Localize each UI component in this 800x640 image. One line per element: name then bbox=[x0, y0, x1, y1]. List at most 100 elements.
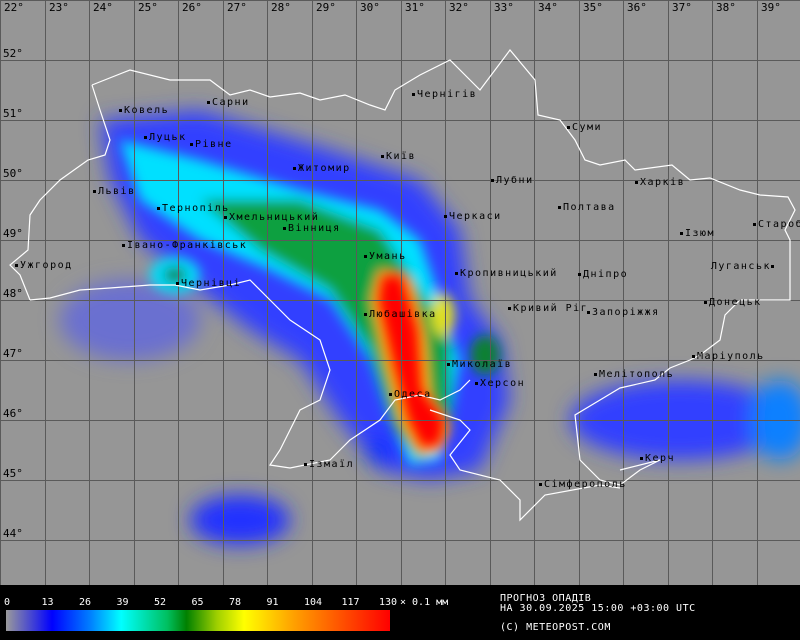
legend-tick: 52 bbox=[154, 597, 167, 608]
longitude-label: 28° bbox=[271, 1, 291, 14]
latitude-label: 46° bbox=[3, 407, 23, 420]
city-marker bbox=[364, 254, 367, 258]
city-marker bbox=[412, 92, 415, 96]
city-name: Луцьк bbox=[149, 132, 187, 143]
latitude-label: 48° bbox=[3, 287, 23, 300]
city-label: Сарни bbox=[207, 98, 250, 108]
city-label: Миколаїв bbox=[447, 360, 512, 370]
city-name: Полтава bbox=[563, 202, 616, 213]
city-label: Хмельницький bbox=[224, 213, 319, 223]
city-label: Львів bbox=[93, 187, 136, 197]
city-marker bbox=[539, 482, 542, 486]
latitude-label: 50° bbox=[3, 167, 23, 180]
forecast-date: НА 30.09.2025 15:00 +03:00 UTC bbox=[500, 603, 696, 614]
longitude-label: 24° bbox=[93, 1, 113, 14]
city-name: Тернопіль bbox=[162, 203, 230, 214]
latitude-label: 52° bbox=[3, 47, 23, 60]
latitude-label: 45° bbox=[3, 467, 23, 480]
city-label: Лубни bbox=[491, 176, 534, 186]
city-marker bbox=[753, 222, 756, 226]
city-marker bbox=[771, 264, 774, 268]
city-marker bbox=[304, 462, 307, 466]
city-label: Рівне bbox=[190, 140, 233, 150]
city-marker bbox=[93, 189, 96, 193]
longitude-label: 37° bbox=[672, 1, 692, 14]
city-label: Староб bbox=[753, 220, 800, 230]
city-label: Ізмаїл bbox=[304, 460, 354, 470]
legend-tick: 104 bbox=[304, 597, 323, 608]
city-marker bbox=[692, 354, 695, 358]
city-name: Дніпро bbox=[583, 269, 629, 280]
city-name: Львів bbox=[98, 186, 136, 197]
legend-tick: 78 bbox=[229, 597, 242, 608]
city-label: Івано-Франківськ bbox=[122, 241, 247, 251]
city-marker bbox=[578, 272, 581, 276]
city-label: Маріуполь bbox=[692, 352, 765, 362]
city-label: Чернігів bbox=[412, 90, 477, 100]
legend-tick: 0 bbox=[4, 597, 11, 608]
legend-tick: 65 bbox=[191, 597, 204, 608]
city-marker bbox=[283, 226, 286, 230]
city-label: Керч bbox=[640, 454, 675, 464]
city-name: Черкаси bbox=[449, 211, 502, 222]
city-name: Вінниця bbox=[288, 223, 341, 234]
city-marker bbox=[680, 231, 683, 235]
color-scale-bar bbox=[6, 610, 390, 631]
latitude-label: 51° bbox=[3, 107, 23, 120]
longitude-label: 32° bbox=[449, 1, 469, 14]
grid bbox=[0, 0, 800, 585]
city-label: Луцьк bbox=[144, 133, 187, 143]
city-label: Київ bbox=[381, 152, 416, 162]
city-marker bbox=[207, 100, 210, 104]
longitude-label: 29° bbox=[316, 1, 336, 14]
city-marker bbox=[15, 263, 18, 267]
map-layer bbox=[0, 0, 800, 585]
city-label: Донецьк bbox=[704, 298, 762, 308]
city-label: Луганськ bbox=[711, 262, 776, 272]
city-marker bbox=[508, 306, 511, 310]
longitude-label: 31° bbox=[405, 1, 425, 14]
city-marker bbox=[119, 108, 122, 112]
city-name: Любашівка bbox=[369, 309, 437, 320]
city-label: Чернівці bbox=[176, 279, 241, 289]
longitude-label: 36° bbox=[627, 1, 647, 14]
longitude-label: 26° bbox=[182, 1, 202, 14]
city-label: Умань bbox=[364, 252, 407, 262]
city-name: Кривий Ріг bbox=[513, 303, 589, 314]
longitude-label: 38° bbox=[716, 1, 736, 14]
city-marker bbox=[587, 310, 590, 314]
city-marker bbox=[640, 456, 643, 460]
city-label: Харків bbox=[635, 178, 685, 188]
map-area: 22° 23° 24° 25° 26° 27° 28° 29° 30° 31° 32° 33° 34° 3… bbox=[0, 0, 800, 585]
city-marker bbox=[567, 125, 570, 129]
city-name: Чернівці bbox=[181, 278, 242, 289]
city-label: Ковель bbox=[119, 106, 169, 116]
city-label: Херсон bbox=[475, 379, 525, 389]
city-label: Любашівка bbox=[364, 310, 437, 320]
longitude-label: 25° bbox=[138, 1, 158, 14]
city-marker bbox=[704, 300, 707, 304]
city-name: Суми bbox=[572, 122, 603, 133]
legend-tick: 130 bbox=[379, 597, 398, 608]
city-name: Ізмаїл bbox=[309, 459, 355, 470]
city-name: Івано-Франківськ bbox=[127, 240, 248, 251]
longitude-label: 33° bbox=[494, 1, 514, 14]
city-name: Луганськ bbox=[710, 261, 771, 272]
city-name: Харків bbox=[640, 177, 686, 188]
city-label: Дніпро bbox=[578, 270, 628, 280]
precipitation-field bbox=[60, 110, 800, 545]
city-name: Умань bbox=[369, 251, 407, 262]
city-name: Ужгород bbox=[20, 260, 73, 271]
latitude-label: 49° bbox=[3, 227, 23, 240]
city-marker bbox=[491, 178, 494, 182]
city-label: Суми bbox=[567, 123, 602, 133]
city-name: Рівне bbox=[195, 139, 233, 150]
city-label: Ізюм bbox=[680, 229, 715, 239]
city-name: Мелітополь bbox=[599, 369, 675, 380]
city-marker bbox=[190, 142, 193, 146]
city-name: Лубни bbox=[496, 175, 534, 186]
city-name: Сімферополь bbox=[544, 479, 627, 490]
city-marker bbox=[381, 154, 384, 158]
longitude-label: 35° bbox=[583, 1, 603, 14]
city-label: Вінниця bbox=[283, 224, 341, 234]
